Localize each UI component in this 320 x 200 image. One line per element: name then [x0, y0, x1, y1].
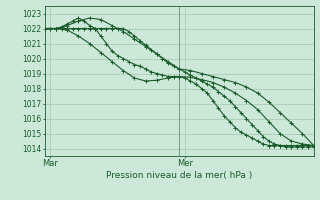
X-axis label: Pression niveau de la mer( hPa ): Pression niveau de la mer( hPa ) [106, 171, 252, 180]
